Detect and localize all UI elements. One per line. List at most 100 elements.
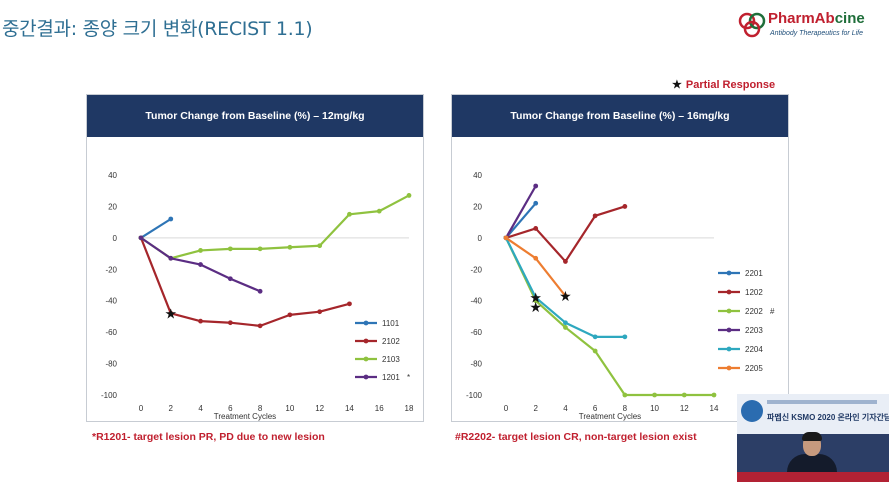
data-point-2205	[533, 255, 539, 261]
data-point-2103	[287, 244, 293, 250]
legend-marker-2204	[726, 346, 732, 352]
series-line-1202	[505, 205, 626, 263]
data-point-2204	[563, 320, 568, 326]
data-point-2205	[503, 235, 509, 241]
y-tick-label: 40	[108, 171, 117, 180]
legend-label-2203: 2203	[745, 326, 763, 335]
x-tick-label: 6	[228, 404, 233, 413]
legend-marker-2201	[726, 270, 732, 276]
x-tick-label: 0	[139, 404, 144, 413]
presenter-hair	[802, 432, 822, 441]
data-point-1201	[138, 235, 144, 241]
y-tick-label: 0	[478, 234, 483, 243]
data-point-1201	[227, 276, 233, 282]
x-tick-label: 10	[650, 404, 659, 413]
data-point-2202	[622, 392, 628, 398]
data-point-1202	[533, 226, 539, 231]
chart-16mgkg: 40 20 0 -20 -40 -60 -80 -100 0 2 4 6 8 10 12 14 Treatmen…	[451, 94, 789, 422]
legend-label-1101: 1101	[382, 319, 400, 328]
data-point-2103	[317, 243, 323, 249]
y-tick-label: -60	[470, 328, 482, 337]
x-tick-label: 2	[533, 404, 538, 413]
x-tick-label: 4	[563, 404, 568, 413]
data-point-2202	[711, 392, 717, 398]
banner-subtitle-bar	[767, 400, 877, 404]
chart-title: Tumor Change from Baseline (%) – 12mg/kg	[87, 95, 423, 137]
company-logo: PharmAbcine Antibody Therapeutics for Li…	[738, 10, 888, 48]
logo-name: PharmAbcine	[768, 10, 865, 27]
x-tick-label: 8	[258, 404, 263, 413]
data-point-1201	[198, 262, 203, 267]
slide-title: 중간결과: 종양 크기 변화(RECIST 1.1)	[2, 18, 313, 40]
press-conference-banner: 파멥신 KSMO 2020 온라인 기자간담회	[737, 394, 889, 434]
partial-response-star: ★	[529, 291, 542, 307]
legend-label-2103: 2103	[382, 355, 400, 364]
y-tick-label: -60	[105, 328, 117, 337]
legend-marker-1101	[363, 320, 369, 326]
data-point-2202	[563, 325, 568, 330]
x-axis-label: Treatment Cycles	[214, 412, 276, 421]
partial-response-label: Partial Response	[685, 79, 776, 91]
data-point-2205	[563, 293, 568, 299]
data-point-2202	[652, 392, 657, 398]
x-tick-label: 16	[375, 404, 384, 413]
x-tick-label: 4	[198, 404, 203, 413]
footnote-r2202: #R2202- target lesion CR, non-target les…	[455, 431, 697, 443]
data-point-2102	[168, 310, 174, 316]
data-point-1101	[168, 216, 174, 222]
data-point-1202	[592, 213, 598, 219]
data-point-2204	[622, 334, 628, 340]
legend-label-1202: 1202	[745, 288, 763, 297]
chart-title: Tumor Change from Baseline (%) – 16mg/kg	[452, 95, 788, 137]
banner-text: 파멥신 KSMO 2020 온라인 기자간담회	[767, 413, 889, 422]
series-line-2201	[505, 202, 537, 239]
y-tick-label: 20	[108, 202, 117, 211]
legend-marker-2103	[363, 356, 369, 362]
logo-tagline: Antibody Therapeutics for Life	[770, 30, 863, 37]
y-tick-label: -40	[105, 297, 117, 306]
x-tick-label: 14	[710, 404, 719, 413]
x-tick-label: 2	[169, 404, 174, 413]
data-point-2103	[376, 208, 382, 214]
footnote-r1201: *R1201- target lesion PR, PD due to new …	[92, 431, 325, 443]
partial-response-star: ★	[529, 300, 542, 316]
star-icon: ★	[672, 79, 682, 91]
legend-marker-2102	[363, 338, 369, 344]
series-line-2205	[505, 236, 567, 297]
data-point-2103	[257, 246, 263, 252]
series-line-2202	[505, 237, 714, 397]
chart-16mgkg-plot: 40 20 0 -20 -40 -60 -80 -100 0 2 4 6 8 10 12 14 Treatmen…	[466, 171, 775, 421]
data-point-2103	[406, 193, 412, 198]
y-tick-label: -40	[470, 297, 482, 306]
y-tick-label: -100	[466, 391, 483, 400]
x-tick-label: 6	[593, 404, 598, 413]
data-point-2103	[198, 248, 203, 253]
data-point-2201	[533, 200, 539, 206]
legend-mark: #	[770, 307, 775, 316]
x-tick-label: 10	[285, 404, 294, 413]
data-point-2102	[227, 320, 233, 326]
legend-label-2205: 2205	[745, 364, 763, 373]
data-point-1201	[257, 288, 263, 294]
data-point-2204	[533, 295, 539, 300]
data-point-1201	[168, 255, 174, 261]
partial-response-star: ★	[164, 306, 177, 322]
y-tick-label: 20	[473, 202, 482, 211]
logo-name-main: PharmAb	[768, 10, 835, 27]
chart-12mgkg: 40 20 0 -20 -40 -60 -80 -100 0 2 4 6 8 10 12 14 16 18 Trea…	[86, 94, 424, 422]
legend-marker-1202	[726, 289, 732, 295]
chart-12mgkg-plot: 40 20 0 -20 -40 -60 -80 -100 0 2 4 6 8 10 12 14 16 18 Trea…	[101, 171, 414, 421]
legend-mark: *	[407, 373, 410, 382]
data-point-1202	[622, 204, 628, 209]
x-tick-label: 18	[405, 404, 414, 413]
data-point-2102	[347, 301, 352, 307]
presenter-desk	[737, 472, 889, 482]
legend-label-2202: 2202	[745, 307, 763, 316]
y-tick-label: -80	[105, 360, 117, 369]
data-point-2203	[533, 183, 539, 189]
banner-logo-icon	[741, 400, 763, 422]
presenter-webcam: 파멥신 KSMO 2020 온라인 기자간담회	[737, 394, 889, 482]
data-point-2102	[257, 323, 263, 329]
data-point-2202	[592, 348, 598, 354]
y-tick-label: -20	[105, 265, 117, 274]
